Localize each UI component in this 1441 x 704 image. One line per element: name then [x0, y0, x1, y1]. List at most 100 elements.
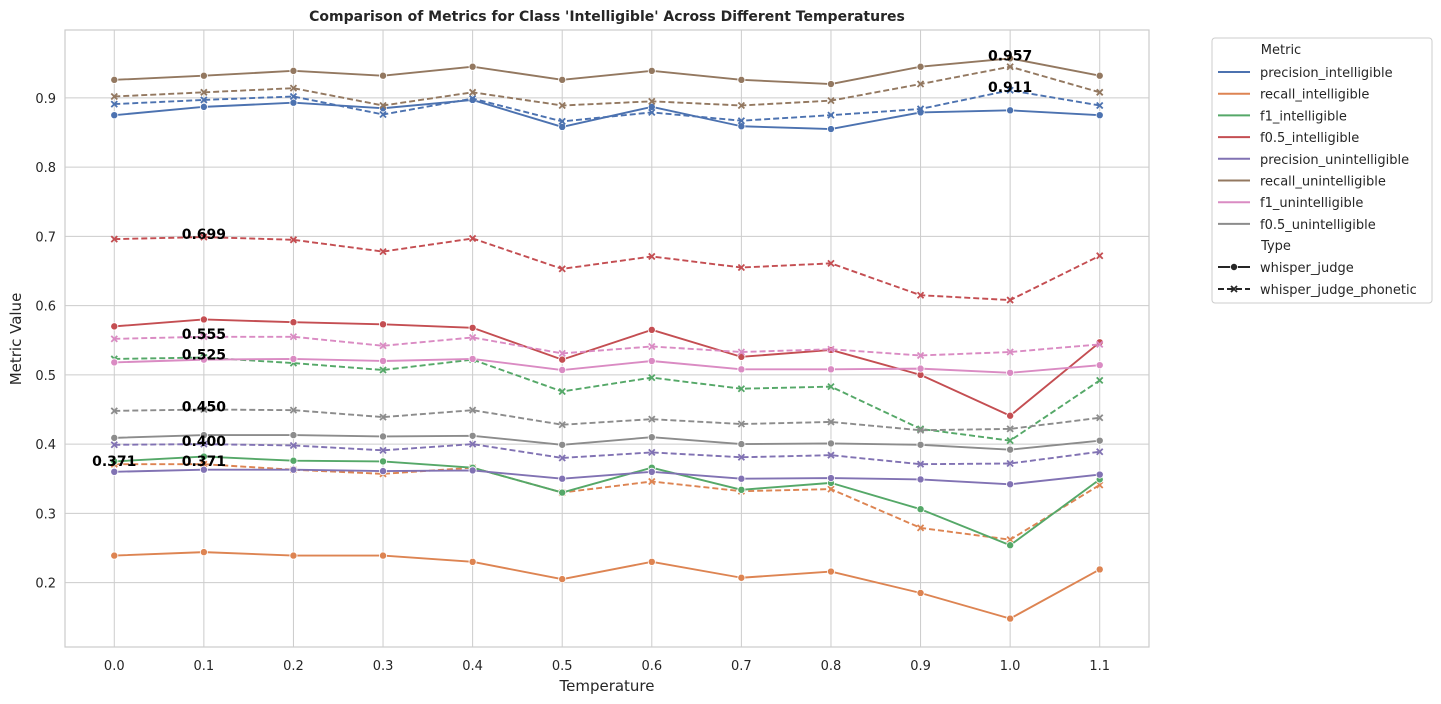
marker-x-stroke — [737, 117, 746, 125]
data-point — [826, 474, 835, 483]
marker-x-stroke — [200, 440, 208, 448]
data-point — [647, 66, 656, 75]
data-point — [1006, 106, 1015, 115]
data-point — [647, 102, 656, 111]
marker-x-stroke — [1006, 536, 1014, 544]
marker-x-stroke — [916, 351, 925, 360]
marker-x-stroke — [1006, 63, 1014, 71]
data-point — [1096, 481, 1104, 489]
marker-x-stroke — [1096, 376, 1104, 385]
marker-x-stroke — [558, 117, 566, 126]
data-point — [1006, 86, 1014, 94]
marker-x-stroke — [1006, 86, 1014, 94]
marker-x-stroke — [1230, 285, 1238, 293]
data-point — [199, 548, 208, 557]
data-point — [737, 348, 746, 356]
data-point — [648, 108, 656, 117]
series-line — [114, 236, 1101, 302]
data-point — [827, 259, 835, 268]
data-point — [289, 92, 298, 101]
series-recall-unintelligible-whisper-judge-phonetic — [110, 63, 1104, 110]
marker-x-stroke — [737, 385, 746, 393]
marker-x-stroke — [379, 366, 387, 374]
data-point — [468, 431, 477, 440]
data-point — [737, 385, 746, 393]
data-point — [558, 75, 567, 84]
data-point — [1095, 338, 1104, 347]
marker-x-stroke — [1096, 101, 1104, 110]
marker-x-stroke — [289, 84, 298, 92]
marker-x-stroke — [1096, 252, 1104, 260]
data-point — [558, 117, 566, 126]
x-tick-label: 0.3 — [373, 659, 394, 674]
marker-x-stroke — [379, 110, 387, 119]
data-point — [379, 247, 387, 256]
marker-x-stroke — [379, 446, 387, 454]
data-point — [737, 263, 746, 272]
legend-item-label: f1_intelligible — [1260, 109, 1347, 124]
legend-marker — [1230, 285, 1238, 293]
marker-x-stroke — [827, 345, 835, 353]
data-point — [199, 71, 208, 80]
data-point — [916, 440, 925, 449]
x-tick-label: 0.9 — [910, 659, 931, 674]
data-point — [200, 333, 208, 341]
marker-x-stroke — [379, 247, 387, 256]
data-point — [916, 291, 925, 299]
data-point — [826, 80, 835, 89]
data-point — [1006, 445, 1015, 454]
marker-x-stroke — [468, 440, 477, 448]
data-point — [558, 366, 567, 375]
data-point — [737, 474, 746, 483]
marker-x-stroke — [558, 265, 566, 273]
data-point — [737, 420, 746, 428]
y-axis-ticks: 0.2 0.3 0.4 0.5 0.6 0.7 0.8 0.9 — [35, 92, 56, 592]
data-label: 0.371 — [92, 454, 136, 470]
marker-x-stroke — [200, 333, 208, 341]
data-point — [648, 373, 656, 382]
data-point — [648, 252, 656, 261]
marker-x-stroke — [1006, 296, 1014, 304]
x-tick-label: 0.7 — [731, 659, 752, 674]
data-point — [379, 432, 388, 441]
data-point — [916, 351, 925, 360]
series-line — [114, 408, 1100, 432]
legend-item-label: precision_intelligible — [1260, 66, 1393, 81]
marker-x-stroke — [468, 94, 477, 103]
data-point — [827, 418, 835, 426]
x-tick-label: 1.0 — [1000, 659, 1021, 674]
marker-x-stroke — [1096, 414, 1104, 422]
data-label: 0.555 — [182, 327, 226, 343]
data-point — [916, 588, 925, 597]
series-recall-intelligible-whisper-judge-phonetic — [110, 460, 1104, 544]
data-point — [1006, 459, 1014, 468]
data-point — [110, 235, 118, 243]
marker-x-stroke — [1006, 348, 1014, 356]
marker-x-stroke — [737, 420, 746, 428]
data-point — [647, 357, 656, 366]
series-recall-intelligible-whisper-judge — [110, 548, 1104, 623]
data-point — [199, 315, 208, 324]
data-point — [916, 105, 925, 113]
data-point — [827, 485, 835, 493]
legend-item-label: f1_unintelligible — [1260, 196, 1363, 211]
data-point — [110, 407, 118, 415]
marker-x-stroke — [648, 448, 656, 457]
data-point — [289, 551, 298, 560]
marker-x-stroke — [916, 426, 925, 434]
marker-x-stroke — [648, 415, 656, 423]
data-point — [827, 345, 835, 353]
data-point — [468, 440, 477, 448]
data-point — [1095, 565, 1104, 574]
data-point — [468, 466, 477, 475]
series-f1-unintelligible-whisper-judge-phonetic — [110, 333, 1104, 360]
data-point — [1096, 376, 1104, 385]
data-point — [379, 357, 388, 366]
data-point — [916, 364, 925, 373]
data-point — [827, 111, 835, 119]
series-line — [114, 335, 1100, 357]
data-point — [379, 110, 387, 119]
marker-x-stroke — [468, 333, 477, 342]
y-tick-label: 0.4 — [35, 438, 56, 453]
data-point — [289, 431, 298, 440]
